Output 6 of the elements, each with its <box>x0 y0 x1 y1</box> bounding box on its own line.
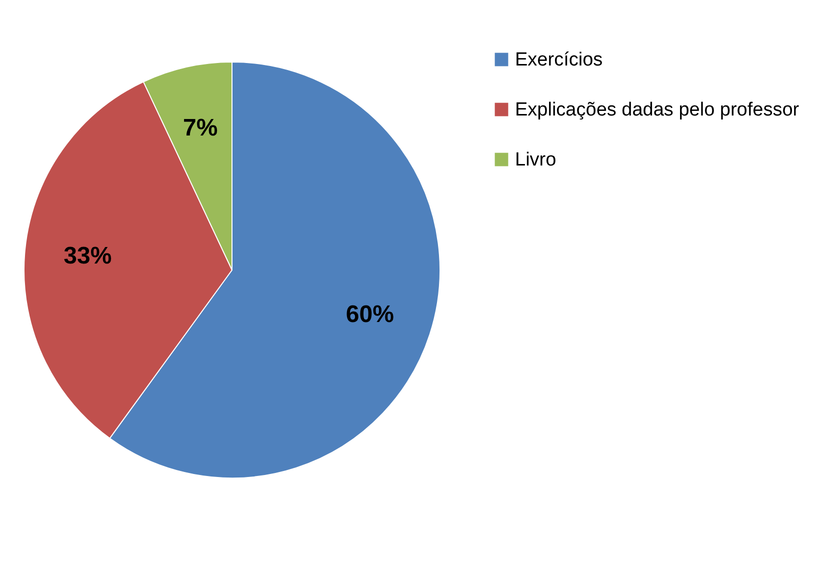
data-label: 7% <box>183 114 218 142</box>
legend-label: Explicações dadas pelo professor <box>515 100 800 120</box>
data-label: 60% <box>346 300 394 328</box>
data-label: 33% <box>64 242 112 270</box>
legend-label: Livro <box>515 150 556 170</box>
legend-label: Exercícios <box>515 50 603 70</box>
